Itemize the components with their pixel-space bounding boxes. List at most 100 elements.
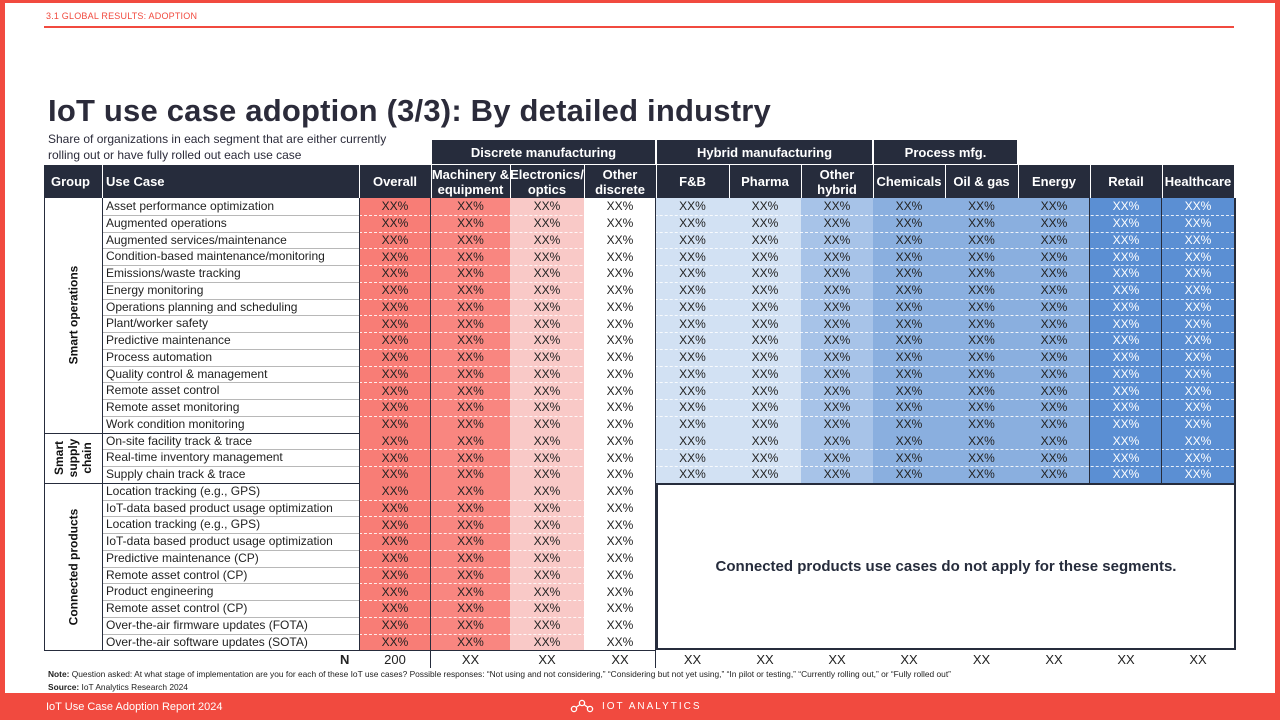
row-divider-dashed <box>359 248 1234 250</box>
header-separator <box>729 165 730 198</box>
row-divider-dashed <box>359 281 1234 283</box>
table-cell: XX% <box>457 467 484 482</box>
row-divider-dashed <box>359 315 1234 317</box>
table-cell: XX% <box>1184 316 1212 331</box>
use-case-label: Operations planning and scheduling <box>106 299 298 314</box>
table-cell: XX% <box>533 534 561 549</box>
use-case-label: Remote asset control (CP) <box>106 567 248 582</box>
n-separator <box>430 650 431 668</box>
table-cell: XX% <box>606 400 634 415</box>
n-value: XX <box>538 652 556 667</box>
table-cell: XX% <box>751 232 779 247</box>
table-cell: XX% <box>457 283 484 298</box>
table-cell: XX% <box>895 299 923 314</box>
use-case-label: Over-the-air firmware updates (FOTA) <box>106 617 308 632</box>
table-cell: XX% <box>968 417 995 432</box>
row-divider <box>102 382 359 384</box>
table-cell: XX% <box>751 450 779 465</box>
row-divider <box>102 499 359 501</box>
table-cell: XX% <box>1112 333 1140 348</box>
n-value: XX <box>828 652 846 667</box>
section-label: 3.1 GLOBAL RESULTS: ADOPTION <box>46 11 198 21</box>
table-cell: XX% <box>533 383 561 398</box>
use-case-label: Augmented operations <box>106 215 227 230</box>
table-cell: XX% <box>606 500 634 515</box>
table-cell: XX% <box>381 618 409 633</box>
header-chemicals: Chemicals <box>876 174 942 189</box>
group-label-2: Connected products <box>44 483 102 651</box>
table-cell: XX% <box>533 232 561 247</box>
table-cell: XX% <box>1040 467 1068 482</box>
table-cell: XX% <box>533 433 561 448</box>
header-separator <box>945 165 946 198</box>
column-fill <box>1090 198 1162 483</box>
table-cell: XX% <box>533 484 561 499</box>
row-divider-dashed <box>359 415 1234 417</box>
table-cell: XX% <box>1040 366 1068 381</box>
discrete-end-border <box>655 198 656 651</box>
table-cell: XX% <box>606 467 634 482</box>
row-divider <box>102 549 359 551</box>
n-value: XX <box>900 652 918 667</box>
table-cell: XX% <box>533 551 561 566</box>
table-cell: XX% <box>751 266 779 281</box>
header-separator <box>359 165 360 198</box>
table-cell: XX% <box>606 216 634 231</box>
table-cell: XX% <box>679 350 706 365</box>
table-cell: XX% <box>679 249 706 264</box>
table-cell: XX% <box>606 433 634 448</box>
table-cell: XX% <box>1040 316 1068 331</box>
table-cell: XX% <box>1040 400 1068 415</box>
header-retail: Retail <box>1108 174 1144 189</box>
use-case-label: Condition-based maintenance/monitoring <box>106 249 325 264</box>
footer-brand-text: IOT ANALYTICS <box>602 700 702 712</box>
table-cell: XX% <box>751 383 779 398</box>
row-divider-dashed <box>359 499 656 501</box>
table-cell: XX% <box>457 484 484 499</box>
group-header-2: Process mfg. <box>874 140 1017 164</box>
table-cell: XX% <box>823 450 851 465</box>
row-divider <box>102 315 359 317</box>
table-cell: XX% <box>381 299 409 314</box>
row-divider <box>102 466 359 467</box>
table-cell: XX% <box>1112 299 1140 314</box>
table-cell: XX% <box>606 417 634 432</box>
column-fill <box>656 198 729 483</box>
group-label-0: Smart operations <box>44 198 102 433</box>
table-cell: XX% <box>457 584 484 599</box>
table-cell: XX% <box>533 584 561 599</box>
table-cell: XX% <box>533 366 561 381</box>
header-machinery-equipment: Machinery & equipment <box>431 166 510 197</box>
header-separator <box>584 165 585 198</box>
table-cell: XX% <box>381 467 409 482</box>
note-text: Question asked: At what stage of impleme… <box>69 669 951 679</box>
iot-analytics-logo-icon <box>570 699 594 713</box>
table-cell: XX% <box>895 433 923 448</box>
table-cell: XX% <box>381 634 409 649</box>
table-cell: XX% <box>679 316 706 331</box>
column-fill <box>1162 198 1234 483</box>
table-cell: XX% <box>533 199 561 214</box>
table-cell: XX% <box>823 249 851 264</box>
table-cell: XX% <box>968 383 995 398</box>
page-title: IoT use case adoption (3/3): By detailed… <box>48 93 771 128</box>
table-cell: XX% <box>457 433 484 448</box>
table-cell: XX% <box>606 232 634 247</box>
table-cell: XX% <box>823 299 851 314</box>
use-case-label: IoT-data based product usage optimizatio… <box>106 534 333 548</box>
row-divider-dashed <box>359 566 656 568</box>
table-cell: XX% <box>381 500 409 515</box>
table-cell: XX% <box>823 199 851 214</box>
table-cell: XX% <box>606 316 634 331</box>
table-cell: XX% <box>381 350 409 365</box>
table-cell: XX% <box>679 333 706 348</box>
retail-start-border <box>1089 198 1090 483</box>
table-cell: XX% <box>1112 232 1140 247</box>
table-cell: XX% <box>457 299 484 314</box>
header-energy: Energy <box>1031 174 1077 189</box>
table-cell: XX% <box>457 634 484 649</box>
use-case-label: Process automation <box>106 349 213 364</box>
header-other-hybrid: Other hybrid <box>817 166 857 197</box>
column-fill <box>584 198 656 651</box>
use-case-label: Remote asset control <box>106 383 220 398</box>
